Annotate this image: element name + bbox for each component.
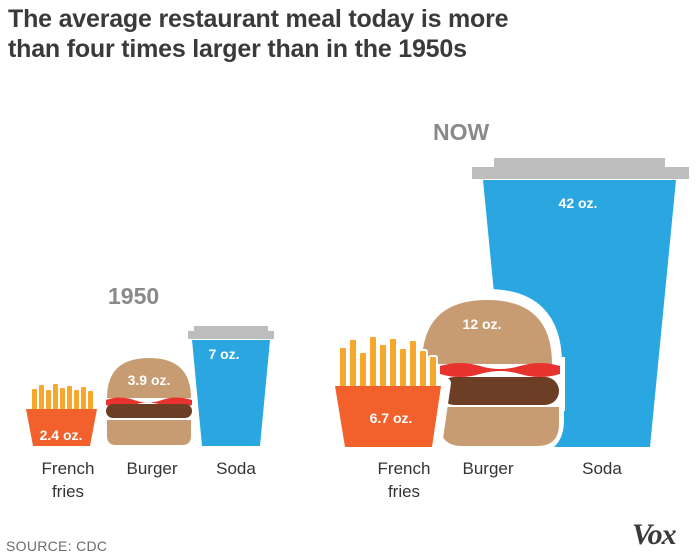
group-label-now: NOW bbox=[433, 119, 490, 145]
soda-1950-value: 7 oz. bbox=[208, 346, 239, 362]
category-label-fries-now-line1: French bbox=[378, 459, 431, 478]
soda-1950-icon bbox=[188, 326, 274, 446]
chart-title: The average restaurant meal today is mor… bbox=[8, 4, 688, 64]
chart-title-line-2: than four times larger than in the 1950s bbox=[8, 35, 467, 63]
group-label-1950: 1950 bbox=[108, 283, 159, 309]
category-label-soda-1950: Soda bbox=[216, 459, 256, 478]
category-label-fries-now-line2: fries bbox=[388, 482, 420, 501]
chart-title-line-1: The average restaurant meal today is mor… bbox=[8, 5, 509, 33]
category-label-fries-1950-line1: French bbox=[42, 459, 95, 478]
fries-1950-value: 2.4 oz. bbox=[40, 427, 83, 443]
fries-1950-icon bbox=[26, 384, 97, 446]
category-label-burger-now: Burger bbox=[462, 459, 513, 478]
soda-now-value: 42 oz. bbox=[559, 195, 598, 211]
burger-1950-value: 3.9 oz. bbox=[128, 372, 171, 388]
fries-now-icon bbox=[326, 335, 451, 457]
fries-now-value: 6.7 oz. bbox=[370, 410, 413, 426]
burger-1950-icon bbox=[106, 358, 192, 445]
burger-now-value: 12 oz. bbox=[463, 316, 502, 332]
burger-now-icon bbox=[412, 289, 565, 455]
vox-logo[interactable]: Vox bbox=[632, 518, 677, 551]
category-label-burger-1950: Burger bbox=[126, 459, 177, 478]
category-label-soda-now: Soda bbox=[582, 459, 622, 478]
category-label-fries-1950-line2: fries bbox=[52, 482, 84, 501]
source-note: SOURCE: CDC bbox=[6, 538, 108, 554]
